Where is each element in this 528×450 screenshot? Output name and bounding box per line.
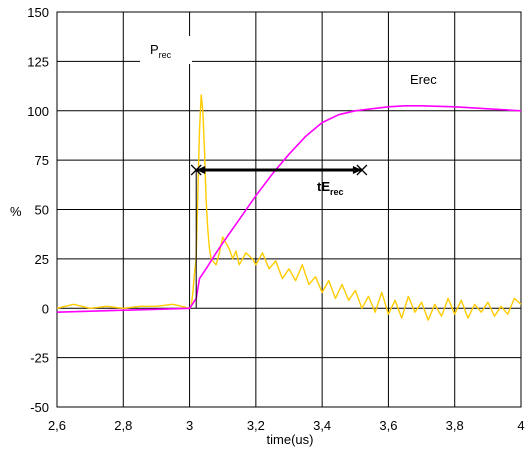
y-tick-label: -50	[30, 400, 49, 415]
gridlines	[57, 12, 521, 407]
x-axis-label: time(us)	[267, 432, 314, 447]
x-tick-label: 3,2	[247, 418, 265, 433]
y-tick-labels: -50 -25 0 25 50 75 100 125 150	[27, 5, 49, 415]
svg-text:Prec: Prec	[150, 42, 172, 60]
y-tick-label: 125	[27, 54, 49, 69]
erec-label: Erec	[410, 72, 437, 87]
y-tick-label: 0	[42, 301, 49, 316]
y-tick-label: -25	[30, 351, 49, 366]
y-tick-label: 50	[35, 203, 49, 218]
terec-arrowhead-right	[352, 166, 362, 174]
x-tick-label: 3	[186, 418, 193, 433]
y-tick-label: 150	[27, 5, 49, 20]
x-tick-label: 3,8	[446, 418, 464, 433]
x-tick-label: 3,4	[313, 418, 331, 433]
terec-label-main: tE	[317, 179, 330, 194]
y-tick-label: 75	[35, 153, 49, 168]
x-tick-labels: 2,6 2,8 3 3,2 3,4 3,6 3,8 4	[48, 418, 525, 433]
y-axis-label: %	[10, 204, 22, 219]
x-tick-label: 2,8	[114, 418, 132, 433]
annotations	[190, 164, 368, 309]
terec-arrowhead-left	[196, 166, 206, 174]
x-tick-label: 4	[517, 418, 524, 433]
y-tick-label: 25	[35, 252, 49, 267]
y-tick-label: 100	[27, 104, 49, 119]
terec-label: tErec	[317, 179, 344, 197]
prec-label-sub: rec	[159, 50, 172, 60]
terec-label-sub: rec	[330, 187, 344, 197]
prec-label: Prec	[140, 36, 192, 64]
x-tick-label: 2,6	[48, 418, 66, 433]
series-erec-line	[56, 105, 522, 313]
prec-label-main: P	[150, 42, 159, 57]
x-tick-label: 3,6	[379, 418, 397, 433]
